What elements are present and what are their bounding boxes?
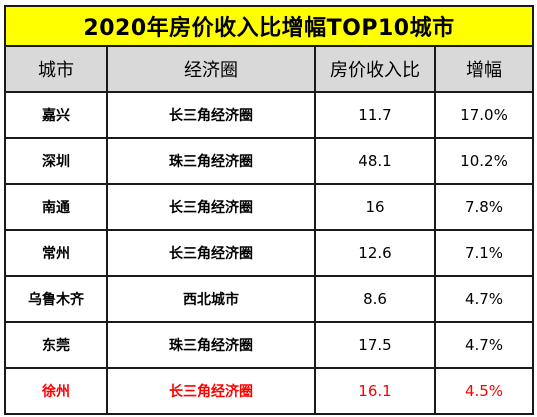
table-row: 嘉兴 长三角经济圈 11.7 17.0% <box>4 91 534 139</box>
header-growth: 增幅 <box>434 45 534 93</box>
growth-cell: 10.2% <box>434 137 534 185</box>
ratio-cell: 17.5 <box>314 321 436 369</box>
table-row-highlighted: 徐州 长三角经济圈 16.1 4.5% <box>4 367 534 415</box>
growth-cell: 7.8% <box>434 183 534 231</box>
region-cell: 长三角经济圈 <box>106 367 316 415</box>
growth-cell: 4.5% <box>434 367 534 415</box>
city-cell: 嘉兴 <box>4 91 108 139</box>
table-row: 乌鲁木齐 西北城市 8.6 4.7% <box>4 275 534 323</box>
city-cell: 乌鲁木齐 <box>4 275 108 323</box>
region-cell: 长三角经济圈 <box>106 183 316 231</box>
header-city: 城市 <box>4 45 108 93</box>
table-title: 2020年房价收入比增幅TOP10城市 <box>4 5 534 47</box>
city-cell: 徐州 <box>4 367 108 415</box>
ratio-cell: 12.6 <box>314 229 436 277</box>
title-row: 2020年房价收入比增幅TOP10城市 <box>4 5 534 47</box>
table-row: 深圳 珠三角经济圈 48.1 10.2% <box>4 137 534 185</box>
header-region: 经济圈 <box>106 45 316 93</box>
ratio-cell: 48.1 <box>314 137 436 185</box>
ratio-cell: 16 <box>314 183 436 231</box>
city-cell: 深圳 <box>4 137 108 185</box>
header-row: 城市 经济圈 房价收入比 增幅 <box>4 45 534 93</box>
table-row: 南通 长三角经济圈 16 7.8% <box>4 183 534 231</box>
growth-cell: 7.1% <box>434 229 534 277</box>
table-row: 常州 长三角经济圈 12.6 7.1% <box>4 229 534 277</box>
region-cell: 长三角经济圈 <box>106 91 316 139</box>
growth-cell: 17.0% <box>434 91 534 139</box>
city-cell: 南通 <box>4 183 108 231</box>
region-cell: 西北城市 <box>106 275 316 323</box>
growth-cell: 4.7% <box>434 275 534 323</box>
table-row: 东莞 珠三角经济圈 17.5 4.7% <box>4 321 534 369</box>
header-ratio: 房价收入比 <box>314 45 436 93</box>
region-cell: 珠三角经济圈 <box>106 137 316 185</box>
ranking-table: 2020年房价收入比增幅TOP10城市 城市 经济圈 房价收入比 增幅 嘉兴 长… <box>4 5 534 415</box>
city-cell: 东莞 <box>4 321 108 369</box>
region-cell: 珠三角经济圈 <box>106 321 316 369</box>
ratio-cell: 16.1 <box>314 367 436 415</box>
city-cell: 常州 <box>4 229 108 277</box>
ratio-cell: 8.6 <box>314 275 436 323</box>
region-cell: 长三角经济圈 <box>106 229 316 277</box>
growth-cell: 4.7% <box>434 321 534 369</box>
ratio-cell: 11.7 <box>314 91 436 139</box>
